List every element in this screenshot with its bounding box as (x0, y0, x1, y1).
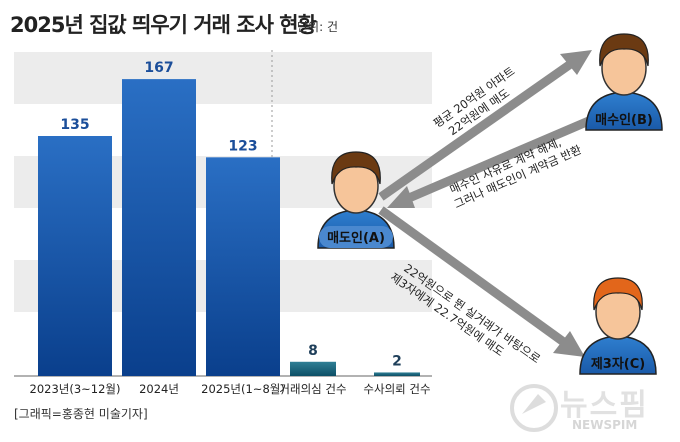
bar-0 (38, 136, 112, 376)
watermark-text: 뉴스핌 (560, 388, 649, 423)
value-label: 8 (308, 343, 318, 359)
buyer-person: 매수인(B) (585, 33, 663, 131)
background-band (14, 52, 432, 104)
newspim-watermark: 뉴스핌 NEWSPIM (508, 380, 678, 438)
cancel-arrow (387, 112, 600, 208)
watermark-subtext: NEWSPIM (572, 418, 638, 432)
seller-label: 매도인(A) (327, 230, 385, 246)
resale-arrow (378, 206, 585, 357)
category-label: 2023년(3~12월) (30, 382, 121, 396)
category-label: 2025년(1~8월) (201, 382, 285, 396)
bar-2 (206, 157, 280, 376)
third-party-person: 제3자(C) (579, 277, 657, 375)
value-label: 135 (60, 117, 89, 133)
category-label: 2024년 (139, 382, 179, 396)
page-title: 2025년 집값 띄우기 거래 조사 현황 (10, 13, 317, 37)
third-party-label: 제3자(C) (591, 357, 645, 372)
bar-1 (122, 79, 196, 376)
value-label: 123 (228, 138, 257, 154)
category-label: 거래의심 건수 (279, 382, 346, 396)
value-label: 167 (144, 60, 173, 76)
value-label: 2 (392, 353, 402, 369)
bar-3 (290, 361, 336, 376)
buyer-label: 매수인(B) (595, 112, 653, 128)
sale-arrow (378, 50, 592, 201)
bar-4 (374, 372, 420, 376)
logo-icon (510, 384, 558, 432)
graphic-credit: [그래픽=홍종현 미술기자] (14, 407, 148, 421)
category-label: 수사의뢰 건수 (363, 382, 430, 396)
seller-person: 매도인(A) (317, 151, 395, 249)
unit-label: 단위: 건 (297, 20, 338, 34)
